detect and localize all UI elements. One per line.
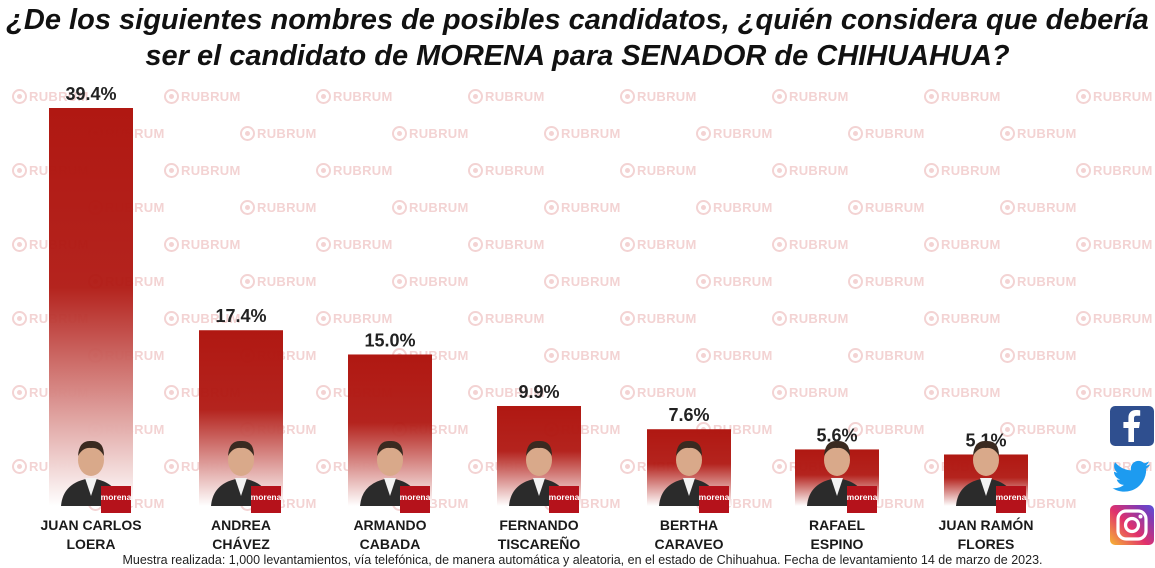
photo-face bbox=[377, 444, 403, 476]
value-label: 9.9% bbox=[518, 382, 559, 402]
value-label: 17.4% bbox=[215, 306, 266, 326]
morena-badge-text: morena bbox=[847, 492, 878, 502]
photo-collar bbox=[980, 478, 992, 496]
photo-hair bbox=[676, 440, 702, 456]
photo-hair bbox=[377, 440, 403, 456]
photo-collar bbox=[384, 478, 396, 496]
facebook-icon[interactable] bbox=[1110, 406, 1154, 446]
photo-face bbox=[78, 444, 104, 476]
instagram-icon[interactable] bbox=[1110, 505, 1154, 545]
morena-badge-text: morena bbox=[101, 492, 132, 502]
photo-collar bbox=[235, 478, 247, 496]
category-label: ARMANDO bbox=[353, 517, 426, 533]
photo-hair bbox=[78, 440, 104, 456]
page-title: ¿De los siguientes nombres de posibles c… bbox=[0, 2, 1155, 74]
bar bbox=[199, 330, 283, 506]
category-label: LOERA bbox=[67, 536, 116, 552]
photo-hair bbox=[228, 440, 254, 456]
photo-face bbox=[676, 444, 702, 476]
category-label: ANDREA bbox=[211, 517, 271, 533]
photo-collar bbox=[683, 478, 695, 496]
morena-badge bbox=[549, 486, 579, 513]
photo-face bbox=[526, 444, 552, 476]
morena-badge bbox=[251, 486, 281, 513]
candidate-photo bbox=[807, 440, 867, 506]
category-label: FERNANDO bbox=[499, 517, 578, 533]
category-label: CHÁVEZ bbox=[212, 536, 270, 552]
footnote: Muestra realizada: 1,000 levantamientos,… bbox=[122, 553, 1043, 567]
photo-face bbox=[973, 444, 999, 476]
photo-hair bbox=[526, 440, 552, 456]
photo-face bbox=[824, 444, 850, 476]
photo-collar bbox=[85, 478, 97, 496]
category-label: JUAN CARLOS bbox=[40, 517, 141, 533]
category-label: TISCAREÑO bbox=[498, 535, 581, 552]
title-line-1: ¿De los siguientes nombres de posibles c… bbox=[6, 4, 1149, 36]
category-label: FLORES bbox=[958, 536, 1015, 552]
morena-badge-text: morena bbox=[549, 492, 580, 502]
morena-badge bbox=[996, 486, 1026, 513]
value-label: 39.4% bbox=[65, 84, 116, 104]
category-label: CARAVEO bbox=[655, 536, 724, 552]
bar bbox=[49, 108, 133, 506]
category-label: ESPINO bbox=[811, 536, 864, 552]
photo-face bbox=[228, 444, 254, 476]
photo-hair bbox=[824, 440, 850, 456]
morena-badge-text: morena bbox=[996, 492, 1027, 502]
morena-badge-text: morena bbox=[251, 492, 282, 502]
value-label: 15.0% bbox=[364, 330, 415, 350]
morena-badge-text: morena bbox=[699, 492, 730, 502]
twitter-icon[interactable] bbox=[1110, 456, 1154, 496]
value-label: 7.6% bbox=[668, 405, 709, 425]
morena-badge bbox=[847, 486, 877, 513]
category-label: RAFAEL bbox=[809, 517, 865, 533]
category-label: CABADA bbox=[360, 536, 421, 552]
photo-collar bbox=[533, 478, 545, 496]
category-label: BERTHA bbox=[660, 517, 718, 533]
morena-badge bbox=[101, 486, 131, 513]
category-label: JUAN RAMÓN bbox=[939, 516, 1034, 533]
title-line-2: ser el candidato de MORENA para SENADOR … bbox=[145, 40, 1010, 72]
value-label: 5.6% bbox=[816, 425, 857, 445]
photo-collar bbox=[831, 478, 843, 496]
photo-hair bbox=[973, 440, 999, 456]
morena-badge bbox=[699, 486, 729, 513]
morena-badge-text: morena bbox=[400, 492, 431, 502]
morena-badge bbox=[400, 486, 430, 513]
